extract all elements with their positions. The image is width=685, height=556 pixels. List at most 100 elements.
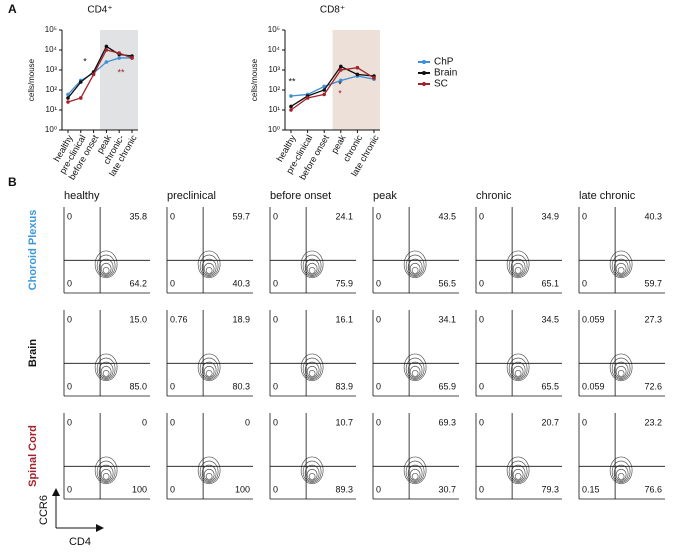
point [355,72,360,77]
point [322,92,327,97]
quadrant-value: 0 [582,417,587,427]
contour [306,365,318,378]
contour [302,357,322,380]
contour [613,361,629,379]
contour [100,365,112,378]
contour [96,254,116,277]
point [322,88,327,92]
point [322,84,327,89]
contour [300,456,324,485]
column-header: late chronic [579,190,636,202]
contour [409,365,421,378]
contour [405,460,425,483]
annotation: ** [117,67,125,77]
point [372,76,376,80]
quadrant-value: 30.7 [438,484,456,494]
quadrant-value: 0 [376,417,381,427]
contour [609,250,633,279]
point [104,44,109,49]
quadrant-value: 20.7 [541,417,559,427]
contour [506,250,530,279]
contour [98,464,114,482]
y-tick-label: 10⁴ [45,45,58,54]
legend-label: Brain [434,68,457,79]
quadrant-value: 0 [376,278,381,288]
point [289,108,293,112]
contour [197,456,221,485]
quadrant-value: 0 [376,381,381,391]
y-tick-label: 10⁰ [268,125,280,134]
contour [201,258,217,276]
contour [304,361,320,379]
quadrant-value: 100 [235,484,250,494]
contour [205,369,213,377]
quadrant-value: 65.5 [541,381,559,391]
contour [308,369,316,377]
contour [615,468,627,481]
contour [201,464,217,482]
contour [405,254,425,277]
contour [407,361,423,379]
quadrant-value: 0 [67,211,72,221]
row-label: Brain [27,339,39,367]
contour [508,357,528,380]
quadrant-value: 0 [479,211,484,221]
contour [512,262,524,275]
legend-label: SC [434,79,448,90]
contour [306,262,318,275]
point [339,78,343,83]
contour [510,464,526,482]
contour [411,369,419,377]
contour [409,262,421,275]
contour [199,357,219,380]
contour [94,250,118,279]
contour [203,262,215,275]
contour [609,456,633,485]
contour [615,262,627,275]
axis-title: CD4 [69,536,91,548]
contour [306,468,318,481]
line [290,65,375,108]
legend-swatch [422,82,426,86]
quadrant-value: 59.7 [644,278,662,288]
contour [102,266,110,274]
y-tick-label: 10⁵ [45,25,57,34]
contour [304,258,320,276]
quadrant-value: 0 [479,484,484,494]
quadrant-value: 0 [273,381,278,391]
quadrant-value: 0 [170,417,175,427]
point [104,48,109,52]
contour [98,361,114,379]
quadrant-value: 100 [132,484,147,494]
quadrant-value: 0.15 [582,484,600,494]
row-label: Choroid Plexus [27,210,39,291]
quadrant-value: 0 [273,314,278,324]
contour [613,258,629,276]
column-header: peak [373,190,397,202]
point [117,56,121,60]
contour [615,365,627,378]
quadrant-value: 34.5 [541,314,559,324]
quadrant-value: 59.7 [232,211,250,221]
contour [205,266,213,274]
quadrant-value: 0 [582,211,587,221]
contour [506,456,530,485]
contour [94,353,118,382]
contour [302,460,322,483]
quadrant-value: 0 [582,278,587,288]
quadrant-value: 0 [376,484,381,494]
quadrant-value: 0 [170,278,175,288]
contour [510,361,526,379]
point [355,65,360,70]
quadrant-value: 0 [479,417,484,427]
contour [617,472,625,480]
contour [508,254,528,277]
axis-title: CCR6 [38,495,50,525]
quadrant-value: 10.7 [335,417,353,427]
contour [98,258,114,276]
legend-label: ChP [434,57,454,68]
contour [611,357,631,380]
quadrant-value: 0 [67,278,72,288]
chart-title: CD8⁺ [320,5,345,16]
line [67,57,132,95]
